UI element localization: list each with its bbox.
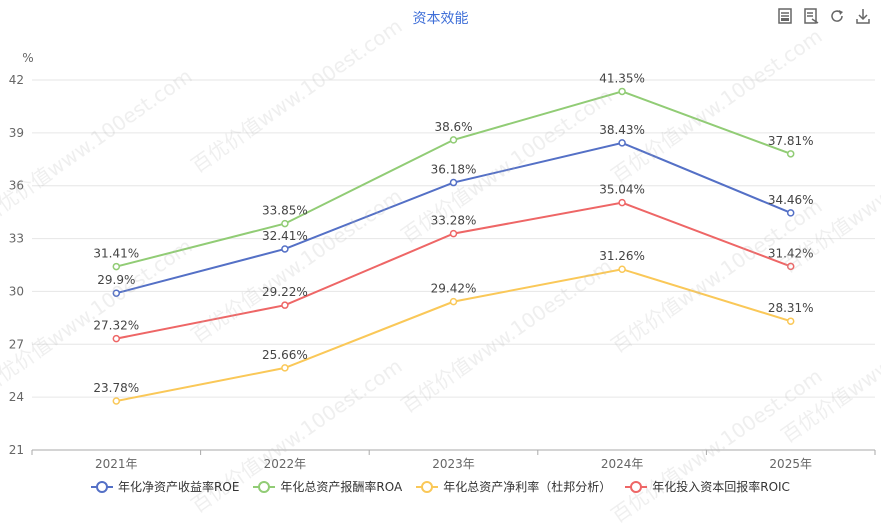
data-view-icon[interactable]: [801, 6, 821, 26]
data-point: [449, 297, 458, 306]
legend-item[interactable]: 年化投入资本回报率ROIC: [625, 478, 790, 495]
chart-legend: 年化净资产收益率ROE 年化总资产报酬率ROA 年化总资产净利率（杜邦分析） 年化投入…: [0, 478, 881, 495]
y-tick-label: 24: [9, 390, 24, 404]
data-label: 28.31%: [768, 301, 814, 315]
data-label: 29.9%: [97, 273, 135, 287]
data-point: [281, 364, 289, 372]
table-view-icon[interactable]: [775, 6, 795, 26]
y-tick-label: 33: [9, 232, 24, 246]
data-point: [112, 289, 121, 297]
data-point: [449, 229, 458, 238]
data-label: 23.78%: [93, 381, 139, 395]
data-point: [281, 219, 289, 228]
data-point: [618, 87, 626, 96]
legend-label: 年化投入资本回报率ROIC: [652, 480, 790, 494]
data-point: [786, 209, 795, 217]
chart-title: 资本效能: [412, 11, 469, 27]
data-label: 34.46%: [768, 193, 814, 207]
data-label: 29.22%: [262, 285, 308, 299]
legend-label: 年化总资产报酬率ROA: [280, 480, 403, 494]
data-label: 31.26%: [599, 249, 645, 263]
y-tick-label: 21: [9, 443, 24, 457]
data-label: 25.66%: [262, 348, 308, 362]
data-point: [281, 245, 289, 253]
y-axis-unit-label: %: [22, 51, 33, 65]
data-label: 33.28%: [431, 214, 477, 228]
data-label: 41.35%: [599, 71, 645, 85]
data-point: [786, 150, 795, 158]
refresh-icon[interactable]: [827, 6, 847, 26]
data-point: [786, 317, 795, 325]
legend-marker-icon: [416, 480, 439, 493]
data-point: [618, 139, 626, 147]
data-label: 32.41%: [262, 229, 308, 243]
data-point: [449, 178, 458, 187]
y-tick-label: 30: [9, 284, 24, 298]
data-label: 31.42%: [768, 246, 814, 260]
chart-toolbox: [775, 6, 873, 26]
data-label: 29.42%: [431, 282, 477, 296]
y-tick-label: 42: [9, 73, 24, 87]
data-label: 38.43%: [599, 123, 645, 137]
legend-item[interactable]: 年化总资产净利率（杜邦分析）: [416, 478, 611, 495]
legend-item[interactable]: 年化净资产收益率ROE: [91, 478, 239, 495]
x-tick-label: 2021年: [95, 457, 138, 470]
data-label: 31.41%: [93, 247, 139, 261]
data-point: [112, 262, 121, 271]
data-point: [449, 136, 458, 144]
data-point: [786, 262, 795, 271]
data-point: [112, 397, 121, 405]
line-chart: % 21 24 27 30 33 36 39 42 2021年 2022年 2023年 2024年 202…: [9, 51, 876, 470]
data-point: [618, 265, 626, 273]
x-tick-label: 2025年: [769, 457, 812, 470]
data-point: [618, 198, 626, 207]
data-label: 37.81%: [768, 134, 814, 148]
y-tick-label: 27: [9, 337, 24, 351]
y-tick-label: 36: [9, 179, 24, 193]
legend-marker-icon: [625, 480, 648, 493]
legend-label: 年化净资产收益率ROE: [118, 480, 240, 494]
y-tick-label: 39: [9, 126, 24, 140]
x-tick-label: 2023年: [432, 457, 475, 470]
legend-marker-icon: [253, 480, 276, 493]
data-label: 35.04%: [599, 183, 645, 197]
data-point: [112, 334, 121, 343]
legend-item[interactable]: 年化总资产报酬率ROA: [253, 478, 402, 495]
x-tick-label: 2022年: [264, 457, 307, 470]
data-label: 33.85%: [262, 204, 308, 218]
download-icon[interactable]: [853, 6, 873, 26]
legend-label: 年化总资产净利率（杜邦分析）: [443, 480, 612, 494]
legend-marker-icon: [91, 480, 114, 493]
x-tick-label: 2024年: [601, 457, 644, 470]
data-label: 36.18%: [431, 163, 477, 177]
data-label: 27.32%: [93, 319, 139, 333]
data-point: [281, 301, 289, 309]
data-label: 38.6%: [434, 120, 472, 134]
